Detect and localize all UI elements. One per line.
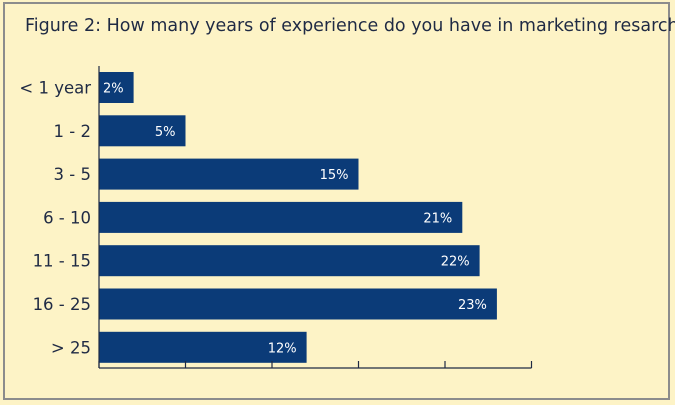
bars-layer: < 1 year 2% 1 - 2 5% 3 - 5 15% 6 - 10 21% 11 - 1… <box>19 72 497 363</box>
value-label-6: 12% <box>268 341 297 356</box>
category-label-4: 11 - 15 <box>33 252 91 271</box>
category-label-0: < 1 year <box>19 79 91 98</box>
axis-layer <box>98 66 533 369</box>
value-label-0: 2% <box>103 82 124 97</box>
category-label-1: 1 - 2 <box>54 122 91 141</box>
chart-title: Figure 2: How many years of experience d… <box>25 16 675 36</box>
bar-1 <box>99 115 186 147</box>
category-label-2: 3 - 5 <box>54 165 91 184</box>
value-label-1: 5% <box>155 125 176 140</box>
value-label-4: 22% <box>441 255 470 270</box>
value-label-3: 21% <box>423 211 452 226</box>
bar-6 <box>99 331 307 363</box>
bar-2 <box>99 158 359 190</box>
category-label-5: 16 - 25 <box>33 295 91 314</box>
bar-4 <box>99 245 480 277</box>
value-label-2: 15% <box>320 168 349 183</box>
bar-3 <box>99 201 463 233</box>
category-label-6: > 25 <box>51 338 91 357</box>
bar-0 <box>99 72 134 103</box>
category-label-3: 6 - 10 <box>43 208 91 227</box>
bar-5 <box>99 288 497 320</box>
value-label-5: 23% <box>458 298 487 313</box>
